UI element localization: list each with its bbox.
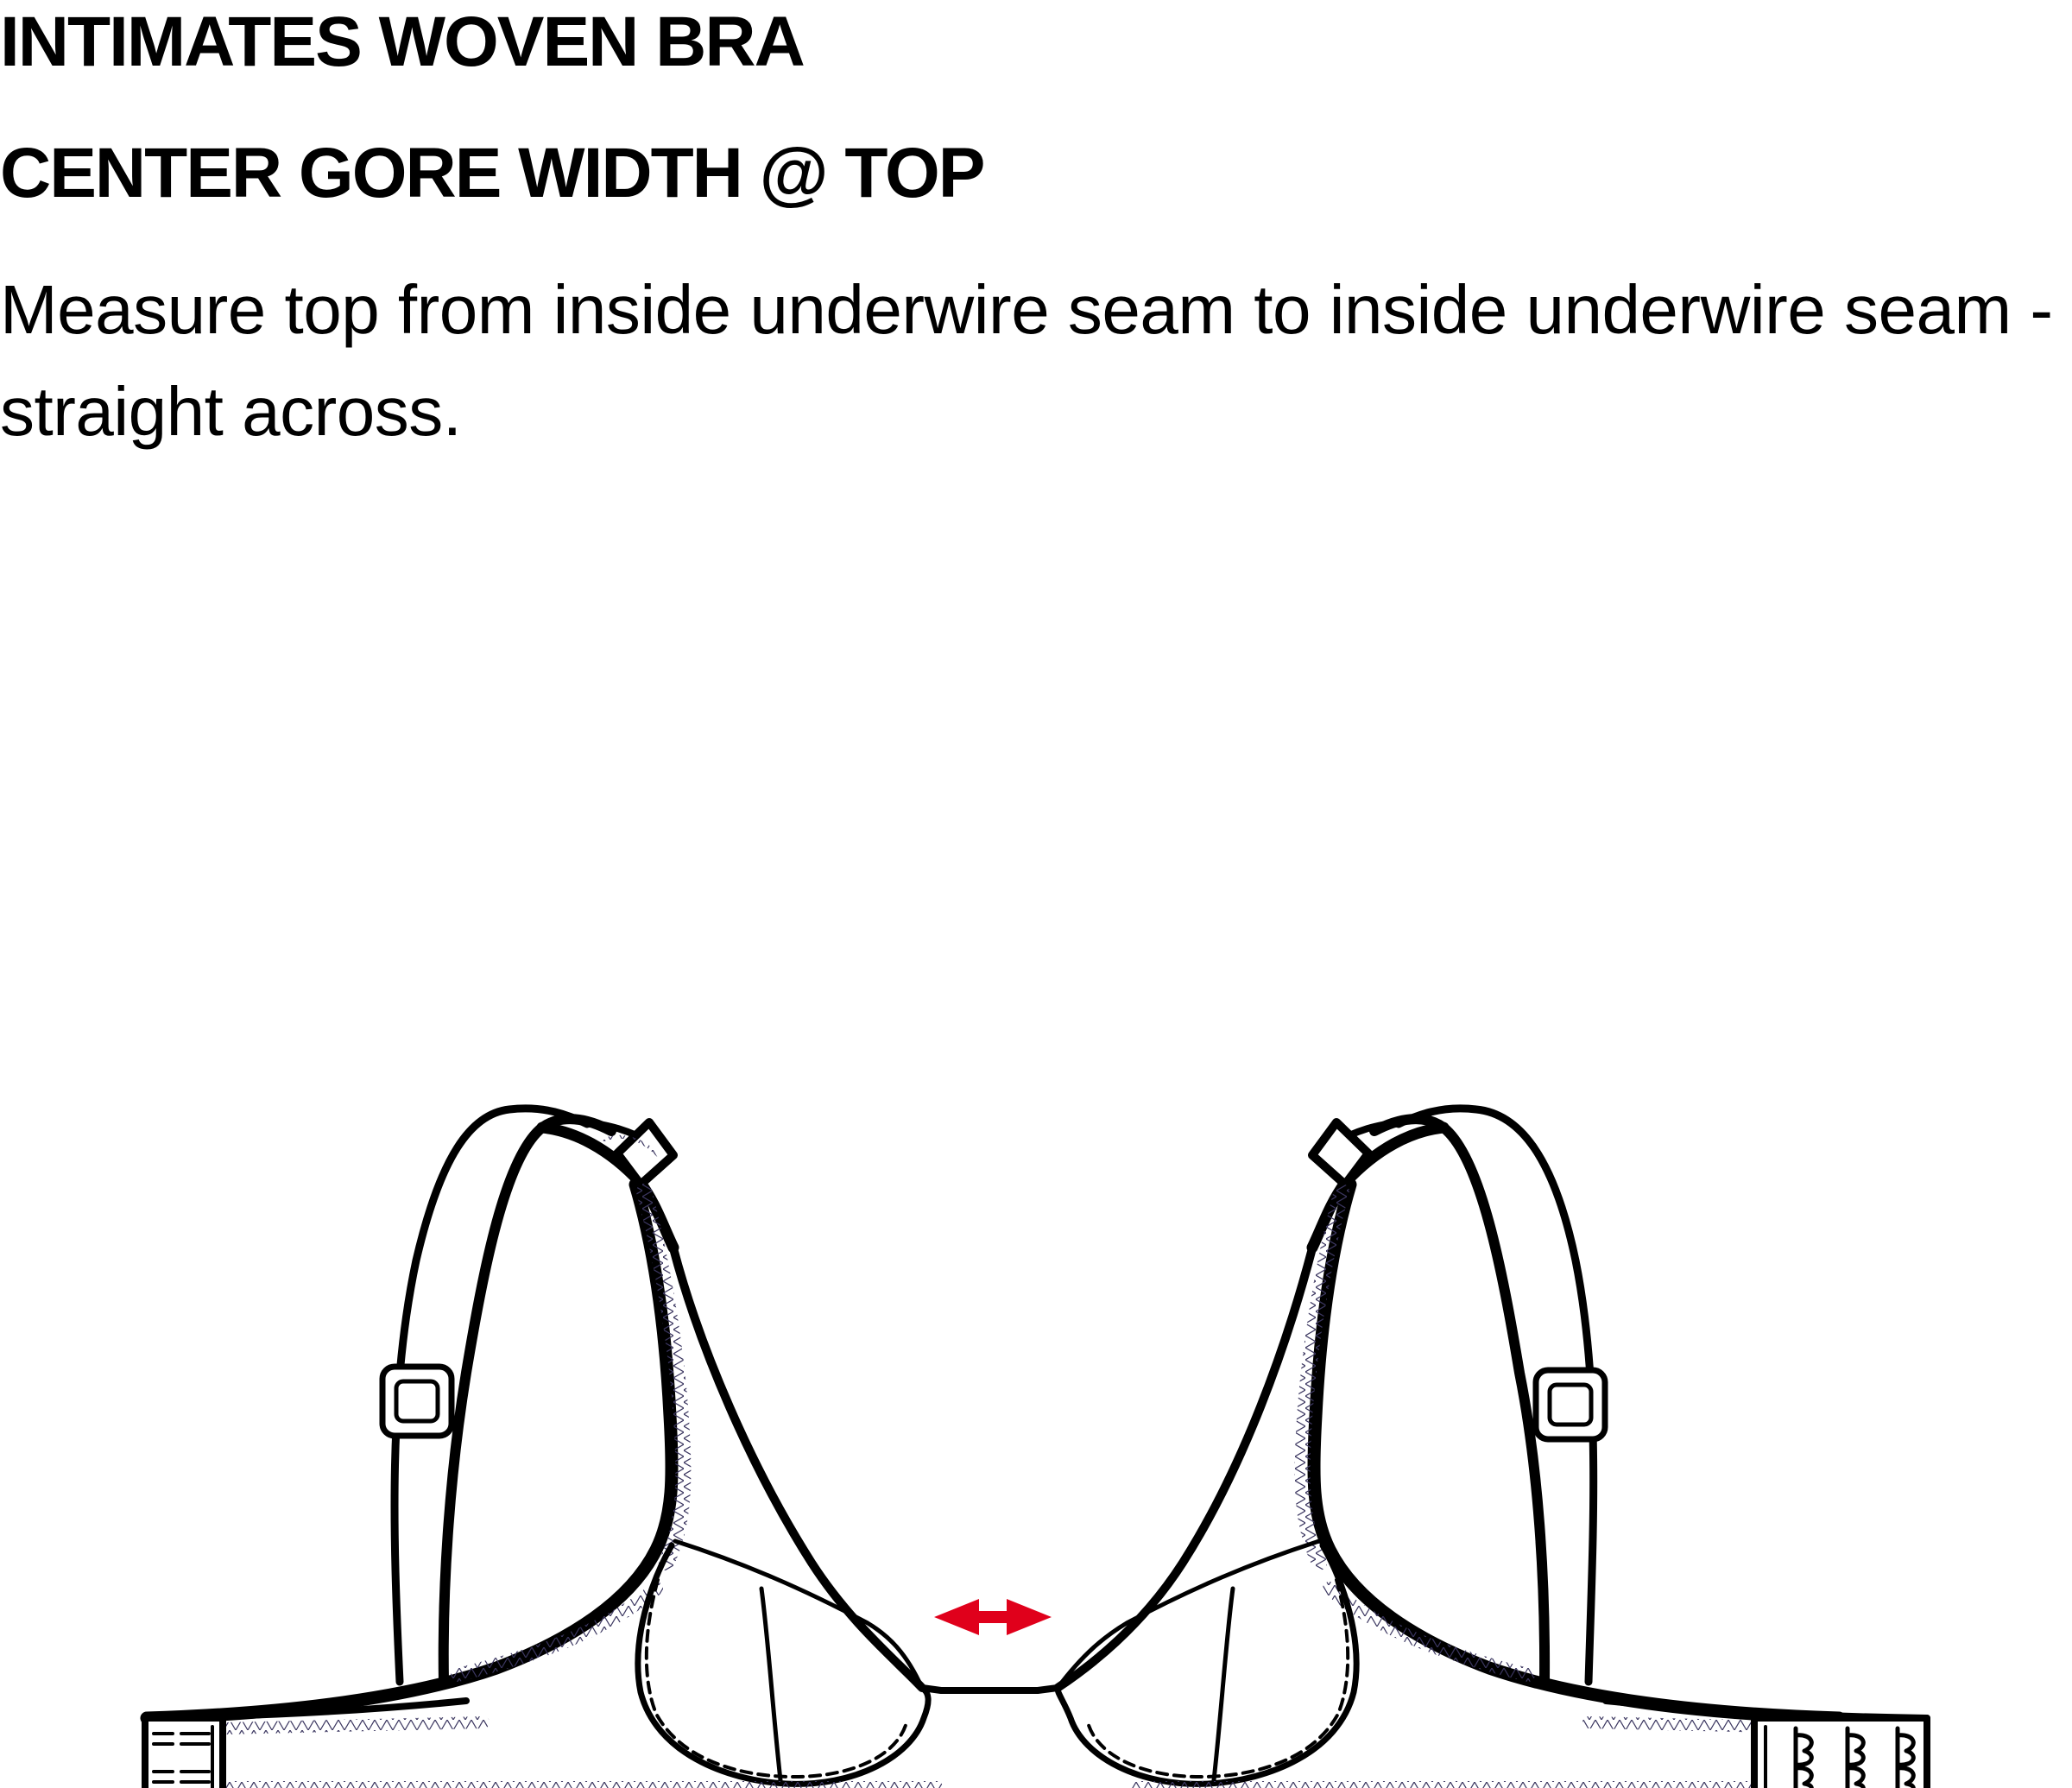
right-strap-slider [1532,1367,1608,1443]
bra-band [142,1697,1930,1788]
left-strap-ring [603,1118,678,1189]
center-gore [919,1684,1061,1694]
left-cup [635,1244,932,1787]
left-wing-panel [140,1178,692,1725]
right-hook-closure-tab [1751,1715,1930,1788]
measurement-point-title: CENTER GORE WIDTH @ TOP [0,134,985,212]
right-cup [1053,1244,1360,1787]
double-headed-horizontal-arrow-icon [934,1599,1052,1635]
right-strap-ring [1308,1118,1373,1189]
measurement-instruction: Measure top from inside underwire seam t… [0,271,2053,450]
left-strap-slider [379,1363,455,1439]
right-wing-panel [1294,1178,1846,1725]
garment-category-title: INTIMATES WOVEN BRA [0,3,805,81]
left-hook-eye-tab [142,1715,226,1788]
